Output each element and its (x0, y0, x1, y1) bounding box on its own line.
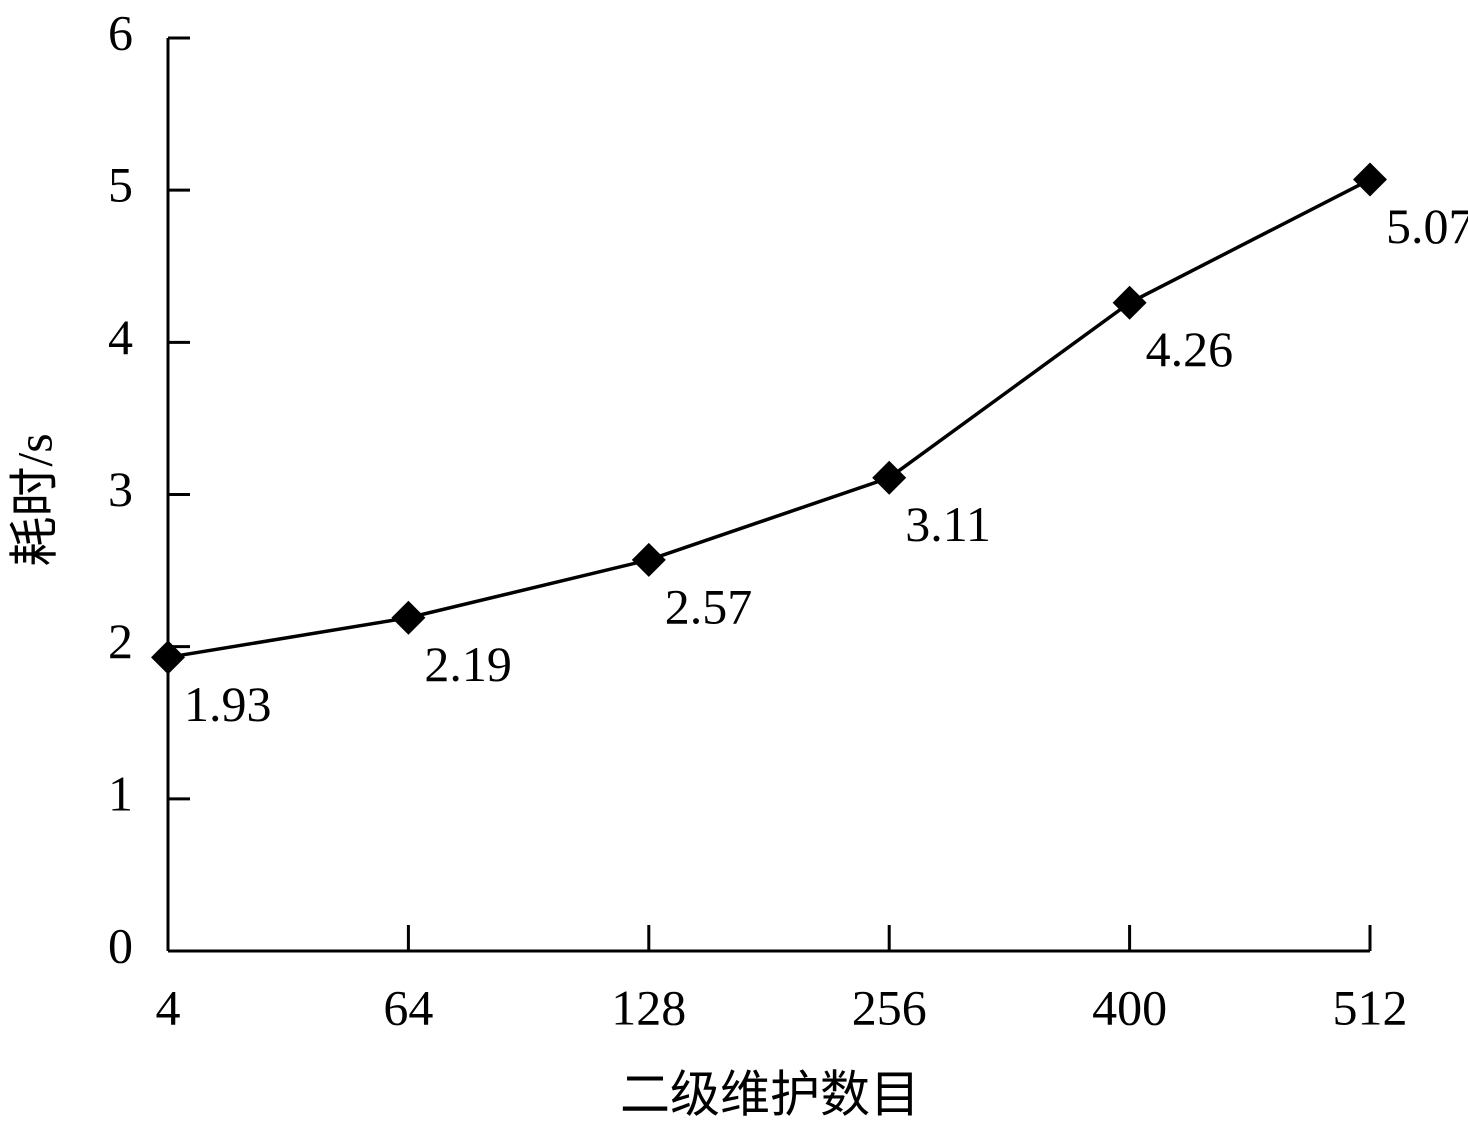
x-tick-label: 512 (1333, 979, 1408, 1035)
y-tick-label: 2 (108, 613, 133, 669)
y-tick-label: 1 (108, 765, 133, 821)
data-label: 4.26 (1146, 321, 1234, 377)
y-tick-label: 3 (108, 461, 133, 517)
x-tick-label: 128 (611, 979, 686, 1035)
marker (1353, 162, 1387, 197)
y-axis-label: 耗时/s (6, 433, 62, 566)
y-tick-label: 4 (108, 309, 133, 365)
data-label: 3.11 (905, 496, 991, 552)
x-tick-label: 256 (852, 979, 927, 1035)
line (167, 177, 1371, 660)
x-axis-label: 二级维护数目 (620, 1066, 920, 1122)
marker (872, 460, 907, 495)
marker (1112, 285, 1147, 320)
marker (631, 542, 666, 577)
y-tick-label: 6 (108, 4, 133, 60)
x-tick-label: 400 (1092, 979, 1167, 1035)
data-label: 2.57 (665, 578, 753, 634)
y-tick-label: 0 (108, 917, 133, 973)
y-tick-label: 5 (108, 157, 133, 213)
data-label: 5.07 (1386, 198, 1468, 254)
data-label: 2.19 (424, 636, 512, 692)
data-label: 1.93 (184, 676, 272, 732)
x-tick-label: 64 (383, 979, 433, 1035)
x-tick-label: 4 (156, 979, 181, 1035)
marker (151, 640, 185, 675)
marker (391, 600, 426, 635)
